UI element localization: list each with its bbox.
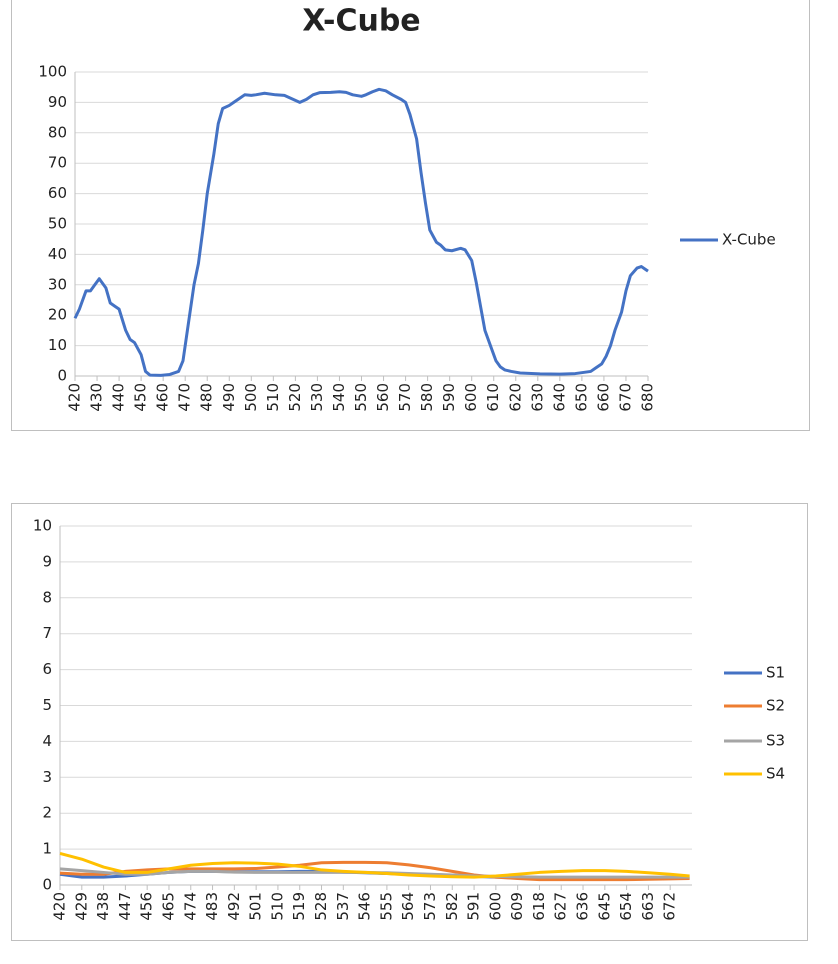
- x-tick-label: 654: [617, 892, 635, 921]
- x-tick-label: 510: [264, 383, 282, 412]
- y-tick-label: 4: [42, 732, 52, 750]
- y-tick-label: 2: [42, 804, 52, 822]
- x-tick-label: 600: [462, 383, 480, 412]
- x-tick-label: 580: [418, 383, 436, 412]
- x-tick-label: 474: [181, 892, 199, 921]
- x-tick-label: 430: [88, 383, 106, 412]
- y-tick-label: 30: [48, 275, 67, 293]
- x-tick-label: 550: [352, 383, 370, 412]
- x-tick-label: 609: [508, 892, 526, 921]
- x-tick-label: 630: [528, 383, 546, 412]
- x-tick-label: 519: [290, 892, 308, 921]
- legend-label: S4: [766, 765, 785, 783]
- x-tick-label: 627: [552, 892, 570, 921]
- x-tick-label: 680: [639, 383, 657, 412]
- x-tick-label: 555: [377, 892, 395, 921]
- y-tick-label: 80: [48, 123, 67, 141]
- chart-frame: [11, 503, 808, 941]
- x-tick-label: 540: [330, 383, 348, 412]
- y-tick-label: 40: [48, 245, 67, 263]
- x-tick-label: 663: [639, 892, 657, 921]
- legend-label: S3: [766, 732, 785, 750]
- legend-label: X-Cube: [722, 231, 776, 249]
- y-tick-label: 20: [48, 306, 67, 324]
- x-tick-label: 670: [616, 383, 634, 412]
- x-tick-label: 650: [572, 383, 590, 412]
- y-tick-label: 60: [48, 184, 67, 202]
- x-tick-label: 440: [110, 383, 128, 412]
- y-tick-label: 10: [48, 336, 67, 354]
- legend-label: S1: [766, 664, 785, 682]
- y-tick-label: 7: [42, 624, 52, 642]
- x-tick-label: 420: [66, 383, 84, 412]
- x-tick-label: 490: [220, 383, 238, 412]
- x-tick-label: 510: [268, 892, 286, 921]
- x-tick-label: 537: [334, 892, 352, 921]
- x-tick-label: 672: [661, 892, 679, 921]
- y-tick-label: 8: [42, 588, 52, 606]
- x-tick-label: 520: [286, 383, 304, 412]
- x-tick-label: 460: [154, 383, 172, 412]
- x-tick-label: 528: [312, 892, 330, 921]
- x-tick-label: 620: [506, 383, 524, 412]
- chart-title: X-Cube: [302, 4, 420, 39]
- y-tick-label: 0: [42, 876, 52, 894]
- x-tick-label: 420: [51, 892, 69, 921]
- x-tick-label: 645: [595, 892, 613, 921]
- x-tick-label: 636: [574, 892, 592, 921]
- x-tick-label: 564: [399, 892, 417, 921]
- y-tick-label: 100: [38, 63, 67, 81]
- x-tick-label: 570: [396, 383, 414, 412]
- x-tick-label: 610: [484, 383, 502, 412]
- x-tick-label: 429: [72, 892, 90, 921]
- x-tick-label: 600: [486, 892, 504, 921]
- series-line: [59, 851, 690, 879]
- x-tick-label: 573: [421, 892, 439, 921]
- x-tick-label: 450: [132, 383, 150, 412]
- x-tick-label: 447: [116, 892, 134, 921]
- x-tick-label: 456: [138, 892, 156, 921]
- x-tick-label: 492: [225, 892, 243, 921]
- x-tick-label: 618: [530, 892, 548, 921]
- y-tick-label: 10: [33, 517, 52, 535]
- y-tick-label: 9: [42, 552, 52, 570]
- legend-label: S2: [766, 697, 785, 715]
- x-tick-label: 480: [198, 383, 216, 412]
- x-tick-label: 546: [356, 892, 374, 921]
- x-tick-label: 530: [308, 383, 326, 412]
- y-tick-label: 0: [57, 367, 67, 385]
- y-tick-label: 70: [48, 154, 67, 172]
- y-tick-label: 50: [48, 215, 67, 233]
- x-tick-label: 470: [176, 383, 194, 412]
- x-tick-label: 438: [94, 892, 112, 921]
- x-tick-label: 501: [247, 892, 265, 921]
- y-tick-label: 6: [42, 660, 52, 678]
- y-tick-label: 3: [42, 768, 52, 786]
- x-tick-label: 560: [374, 383, 392, 412]
- series-line: [73, 87, 649, 377]
- x-tick-label: 582: [443, 892, 461, 921]
- x-tick-label: 465: [159, 892, 177, 921]
- y-tick-label: 5: [42, 696, 52, 714]
- y-tick-label: 1: [42, 840, 52, 858]
- x-tick-label: 483: [203, 892, 221, 921]
- y-tick-label: 90: [48, 93, 67, 111]
- x-tick-label: 660: [594, 383, 612, 412]
- x-tick-label: 591: [465, 892, 483, 921]
- x-tick-label: 640: [550, 383, 568, 412]
- chart-frame: [11, 0, 810, 431]
- x-tick-label: 500: [242, 383, 260, 412]
- x-tick-label: 590: [440, 383, 458, 412]
